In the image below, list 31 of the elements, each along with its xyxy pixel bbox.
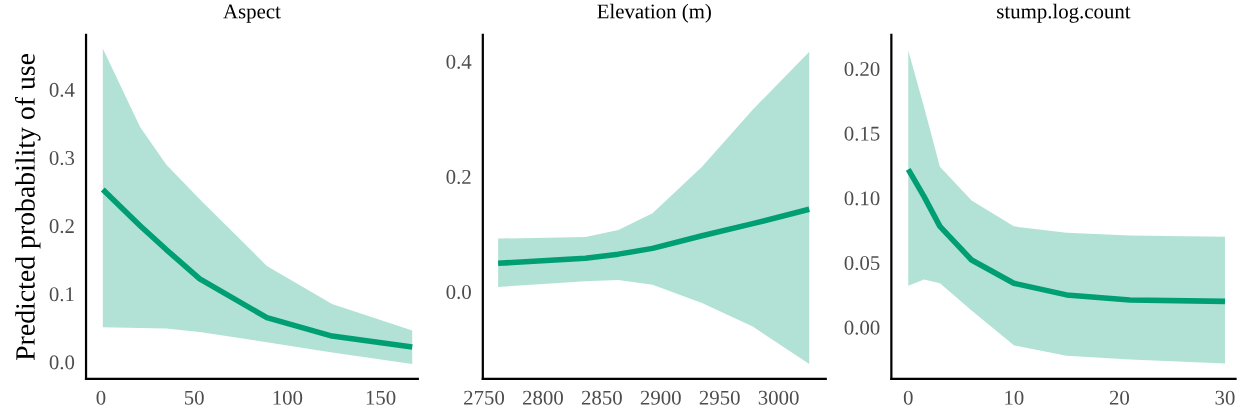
y-tick-label: 0.3 [49, 150, 75, 166]
x-tick-label: 2750 [464, 390, 505, 405]
y-tick-label: 0.2 [446, 169, 471, 184]
x-tick-label: 2900 [640, 390, 681, 405]
x-tick-label: 2950 [699, 390, 740, 405]
chart-title: stump.log.count [997, 3, 1131, 23]
y-axis-title: Predicted probability of use [15, 54, 41, 361]
x-tick-label: 2850 [581, 390, 622, 405]
y-tick-label: 0.4 [49, 82, 75, 97]
y-tick-label: 0.4 [446, 54, 472, 69]
x-tick-label: 50 [184, 390, 204, 405]
y-tick-label: 0.0 [446, 284, 471, 300]
x-tick-label: 30 [1215, 390, 1235, 405]
x-tick-label: 0 [96, 390, 106, 405]
x-tick-label: 0 [903, 390, 913, 405]
y-tick-label: 0.10 [844, 191, 880, 206]
x-tick-label: 100 [273, 390, 303, 405]
y-tick-label: 0.20 [844, 61, 880, 77]
y-tick-label: 0.05 [844, 255, 880, 271]
x-tick-label: 3000 [758, 390, 799, 405]
x-tick-label: 10 [1005, 390, 1024, 405]
y-tick-label: 0.2 [49, 219, 74, 234]
x-tick-label: 150 [366, 390, 396, 405]
x-tick-label: 20 [1109, 390, 1130, 405]
chart-title: Elevation (m) [597, 3, 711, 23]
y-tick-label: 0.1 [49, 287, 74, 302]
y-tick-label: 0.00 [844, 320, 880, 335]
y-tick-label: 0.0 [49, 355, 75, 370]
chart-title: Aspect [223, 4, 281, 23]
y-tick-label: 0.15 [844, 126, 880, 141]
x-tick-label: 2800 [523, 390, 563, 405]
